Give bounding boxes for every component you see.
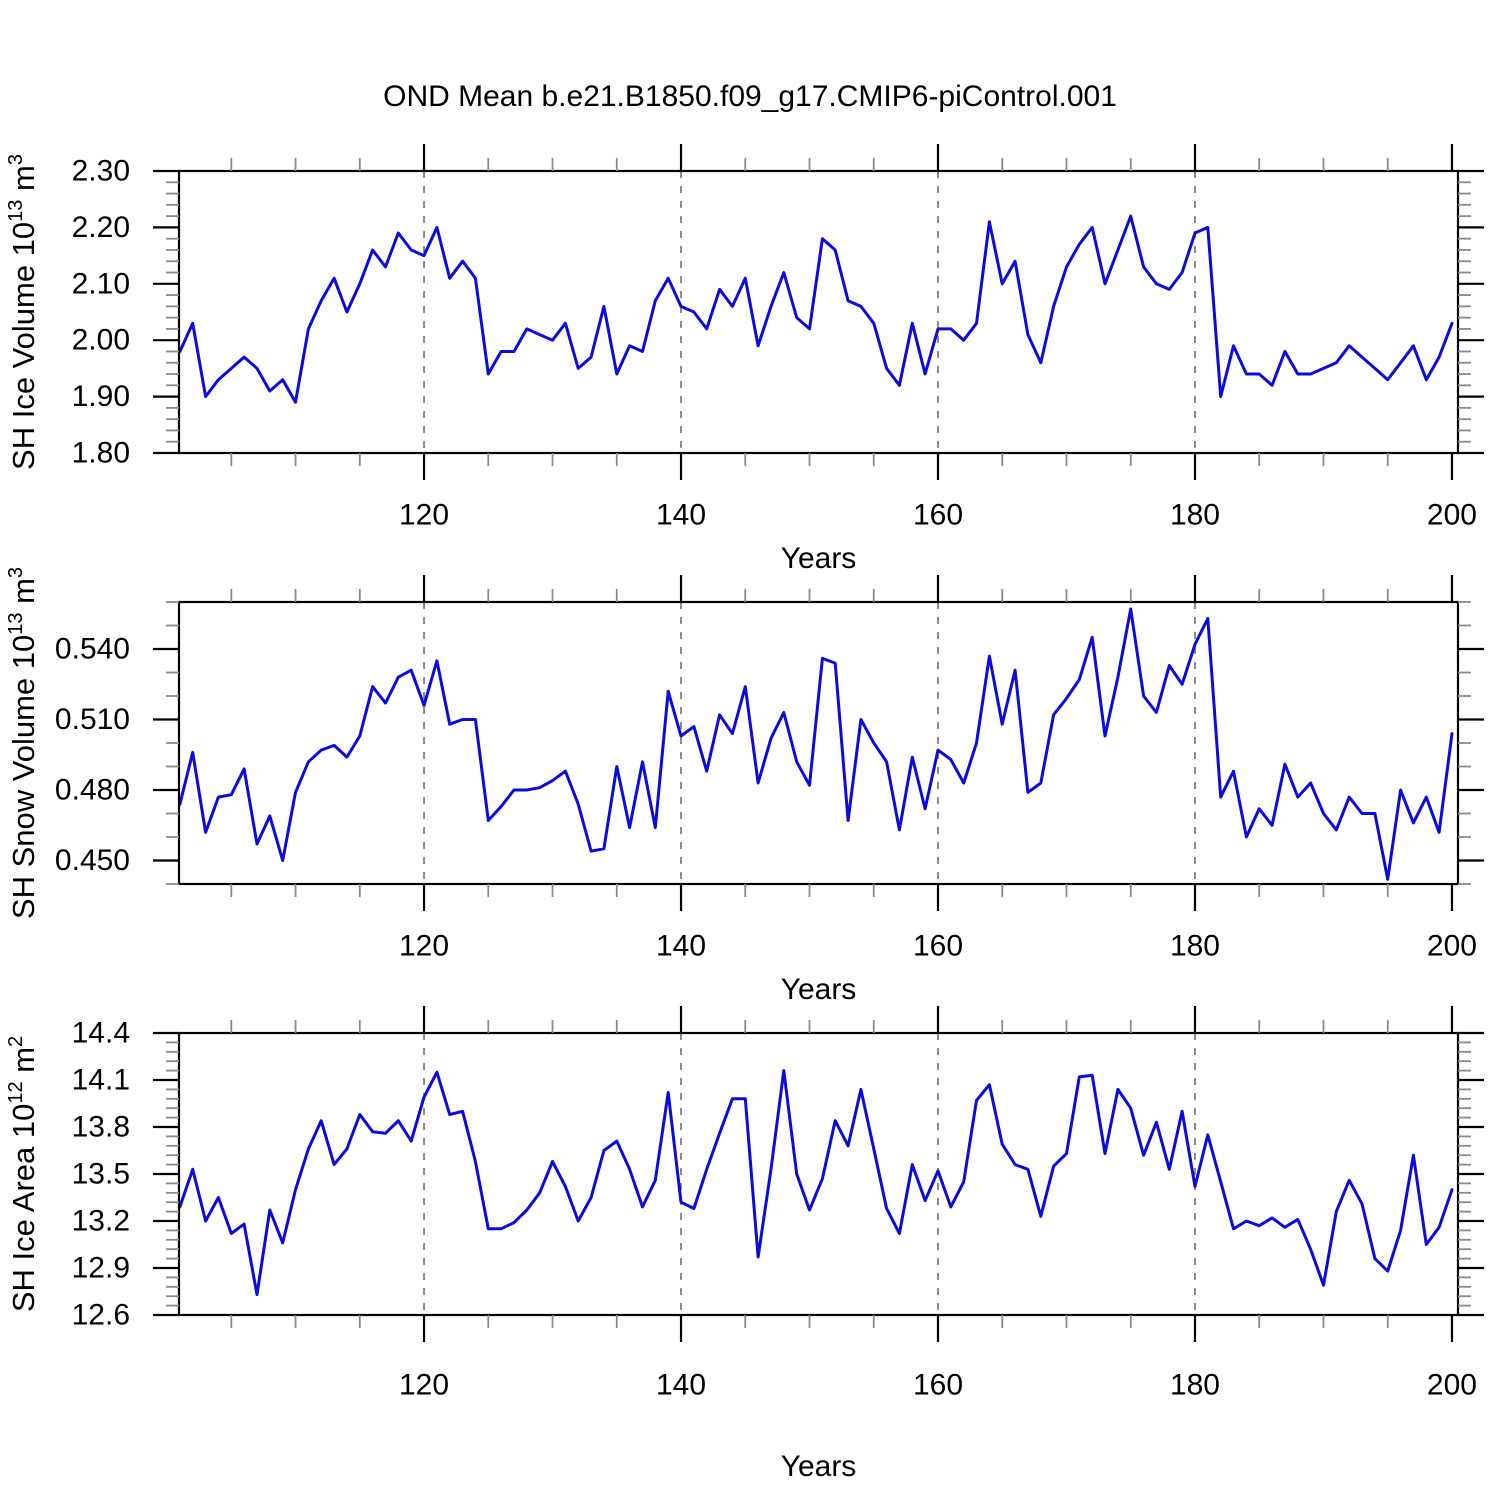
panel-sh-ice-volume: 120 140 160 180 200 1.80 1.90 2.00 2.10 2.20 2.30 S… — [5, 144, 1484, 532]
y-axis-title-sh-ice-area: SH Ice Area 1012 m2 — [5, 1036, 41, 1312]
x-tick-label: 200 — [1427, 1369, 1477, 1402]
sh-ice-area-series-line — [178, 1069, 1454, 1297]
y-tick-label: 13.8 — [72, 1111, 130, 1144]
sh-ice-volume-series-line — [178, 214, 1454, 404]
y-axis-title-sh-ice-volume: SH Ice Volume 1013 m3 — [5, 154, 41, 470]
x-tick-label: 180 — [1170, 499, 1220, 532]
x-axis-title-panel-3: Years — [780, 1450, 857, 1483]
x-tick-label: 200 — [1427, 499, 1477, 532]
x-tick-label: 160 — [913, 499, 963, 532]
x-tick-label: 120 — [399, 1369, 449, 1402]
y-tick-label: 0.480 — [55, 774, 130, 807]
panel-sh-snow-volume: 120 140 160 180 200 0.450 0.480 0.510 0.540 SH Sn… — [5, 567, 1484, 963]
y-tick-label: 13.5 — [72, 1158, 130, 1191]
x-tick-label: 140 — [656, 930, 706, 963]
y-tick-label: 2.30 — [72, 155, 130, 188]
y-tick-label: 12.9 — [72, 1252, 130, 1285]
y-tick-label: 0.450 — [55, 844, 130, 877]
y-tick-label: 12.6 — [72, 1299, 130, 1332]
x-tick-label: 200 — [1427, 930, 1477, 963]
panel-border — [177, 1031, 1460, 1317]
y-tick-label: 0.540 — [55, 633, 130, 666]
panel-border — [177, 169, 1460, 455]
y-tick-label: 14.1 — [72, 1064, 130, 1097]
x-axis-title-panel-1: Years — [780, 542, 857, 575]
y-tick-label: 14.4 — [72, 1017, 130, 1050]
y-tick-label: 2.20 — [72, 211, 130, 244]
chart-title: OND Mean b.e21.B1850.f09_g17.CMIP6-piCon… — [383, 80, 1117, 113]
x-tick-label: 140 — [656, 1369, 706, 1402]
x-axis-title-panel-2: Years — [780, 973, 857, 1006]
x-tick-label: 180 — [1170, 930, 1220, 963]
x-tick-label: 180 — [1170, 1369, 1220, 1402]
y-tick-label: 2.10 — [72, 267, 130, 300]
y-tick-label: 1.80 — [72, 437, 130, 470]
panel-sh-ice-area: 120 140 160 180 200 12.6 12.9 13.2 13.5 13.8 14.1 1… — [5, 1006, 1484, 1402]
y-axis-title-sh-snow-volume: SH Snow Volume 1013 m3 — [5, 567, 41, 919]
x-tick-label: 140 — [656, 499, 706, 532]
y-tick-label: 0.510 — [55, 703, 130, 736]
y-tick-label: 2.00 — [72, 324, 130, 357]
x-tick-label: 160 — [913, 930, 963, 963]
sh-snow-volume-series-line — [178, 607, 1454, 881]
x-tick-label: 160 — [913, 1369, 963, 1402]
x-tick-label: 120 — [399, 930, 449, 963]
y-tick-label: 13.2 — [72, 1205, 130, 1238]
x-tick-label: 120 — [399, 499, 449, 532]
panel-border — [177, 600, 1460, 886]
y-tick-label: 1.90 — [72, 380, 130, 413]
